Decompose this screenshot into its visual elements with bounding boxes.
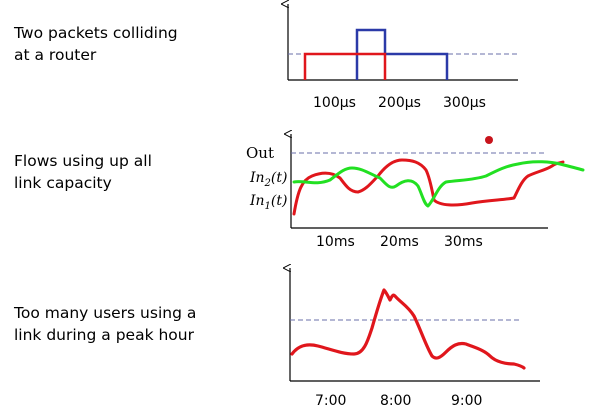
x-tick-label: 30ms [444, 234, 483, 250]
in1-label-suffix: (t) [271, 193, 288, 209]
in2-label-suffix: (t) [271, 170, 288, 186]
in2-label: In2(t) [249, 170, 287, 189]
flow-in2-green-curve [292, 160, 585, 208]
caption-line: link capacity [14, 174, 112, 192]
x-tick-label: 7:00 [315, 393, 346, 409]
peak-usage-red-curve [290, 288, 526, 370]
out-label: Out [246, 144, 274, 162]
x-tick-label: 9:00 [451, 393, 482, 409]
x-tick-label: 8:00 [380, 393, 411, 409]
blue-packet-pulse [355, 28, 449, 80]
panel-packets: 100μs 200μs 300μs [288, 4, 518, 111]
red-dot-marker [485, 136, 493, 144]
caption-line: at a router [14, 46, 97, 64]
x-tick-label: 300μs [443, 95, 486, 111]
in1-label: In1(t) [249, 193, 287, 212]
in1-label-sub: 1 [265, 201, 271, 212]
in2-label-text: In [249, 170, 265, 186]
caption-line: Too many users using a [14, 304, 197, 322]
flow-in1-red-curve [292, 158, 565, 216]
caption-line: Flows using up all [14, 152, 152, 170]
caption-line: Two packets colliding [14, 24, 178, 42]
x-tick-label: 200μs [378, 95, 421, 111]
caption-flows-capacity: Flows using up all link capacity [14, 150, 152, 194]
x-tick-label: 20ms [380, 234, 419, 250]
panel-flows: Out In2(t) In1(t) 10ms 20ms 30ms [246, 134, 585, 250]
caption-line: link during a peak hour [14, 326, 194, 344]
red-packet-pulse [303, 52, 387, 80]
caption-peak-hour: Too many users using a link during a pea… [14, 302, 196, 346]
x-tick-label: 100μs [313, 95, 356, 111]
in2-label-sub: 2 [264, 178, 271, 189]
panel-peak-hour: 7:00 8:00 9:00 [290, 268, 540, 409]
caption-packets-colliding: Two packets colliding at a router [14, 22, 178, 66]
x-tick-label: 10ms [316, 234, 355, 250]
in1-label-text: In [249, 193, 265, 209]
